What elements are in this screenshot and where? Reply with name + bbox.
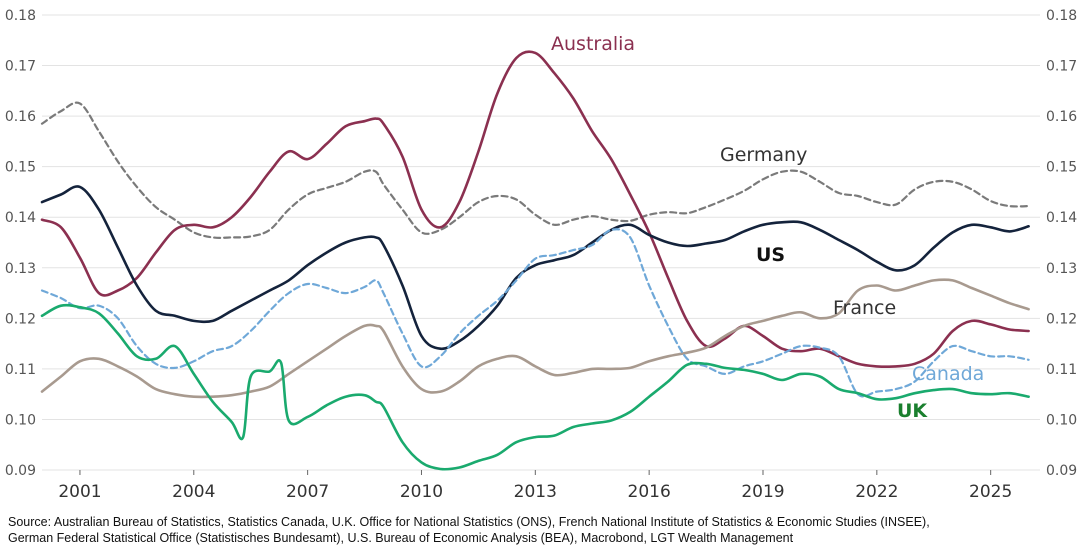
y-tick-left-2: 0.11 bbox=[5, 362, 36, 378]
line-chart: 0.09 0.10 0.11 0.12 0.13 0.14 0.15 0.16 0.17 0.18… bbox=[5, 8, 1077, 502]
x-tick-5: 2016 bbox=[628, 482, 671, 502]
series-line-canada bbox=[40, 228, 1030, 398]
y-tick-left-5: 0.14 bbox=[5, 210, 36, 226]
y-tick-left-6: 0.15 bbox=[5, 160, 36, 176]
y-tick-left-9: 0.18 bbox=[5, 8, 36, 24]
y-tick-right-9: 0.18 bbox=[1046, 8, 1077, 24]
series-label-germany: Germany bbox=[720, 144, 807, 166]
series-line-australia bbox=[40, 50, 1030, 368]
y-tick-left-1: 0.10 bbox=[5, 412, 36, 428]
y-axis-left: 0.09 0.10 0.11 0.12 0.13 0.14 0.15 0.16 0.17 0.18 bbox=[5, 8, 36, 479]
series-lines bbox=[40, 50, 1030, 471]
y-tick-right-5: 0.14 bbox=[1046, 210, 1077, 226]
x-tick-0: 2001 bbox=[58, 482, 101, 502]
x-tick-7: 2022 bbox=[855, 482, 898, 502]
y-tick-right-1: 0.10 bbox=[1046, 412, 1077, 428]
y-tick-left-4: 0.13 bbox=[5, 261, 36, 277]
y-tick-right-3: 0.12 bbox=[1046, 311, 1077, 327]
x-tick-2: 2007 bbox=[286, 482, 329, 502]
y-tick-left-8: 0.17 bbox=[5, 59, 36, 75]
series-label-australia: Australia bbox=[551, 33, 635, 55]
series-line-france bbox=[40, 278, 1030, 399]
source-line-2: German Federal Statistical Office (Stati… bbox=[8, 531, 794, 545]
series-line-uk bbox=[40, 303, 1030, 471]
y-tick-right-6: 0.15 bbox=[1046, 160, 1077, 176]
y-tick-left-7: 0.16 bbox=[5, 109, 36, 125]
series-line-germany bbox=[40, 101, 1030, 239]
series-label-uk: UK bbox=[897, 400, 928, 422]
series-label-france: France bbox=[833, 297, 896, 319]
y-tick-left-3: 0.12 bbox=[5, 311, 36, 327]
y-tick-left-0: 0.09 bbox=[5, 463, 36, 479]
source-line-1: Source: Australian Bureau of Statistics,… bbox=[8, 515, 930, 529]
y-axis-right: 0.09 0.10 0.11 0.12 0.13 0.14 0.15 0.16 0.17 0.18 bbox=[1046, 8, 1077, 479]
y-tick-right-7: 0.16 bbox=[1046, 109, 1077, 125]
series-label-canada: Canada bbox=[912, 363, 984, 385]
y-tick-right-4: 0.13 bbox=[1046, 261, 1077, 277]
y-tick-right-8: 0.17 bbox=[1046, 59, 1077, 75]
x-tick-1: 2004 bbox=[172, 482, 215, 502]
x-tick-6: 2019 bbox=[741, 482, 784, 502]
y-tick-right-0: 0.09 bbox=[1046, 463, 1077, 479]
grid-lines bbox=[42, 14, 1040, 471]
y-tick-right-2: 0.11 bbox=[1046, 362, 1077, 378]
x-tick-4: 2013 bbox=[514, 482, 557, 502]
x-tick-8: 2025 bbox=[969, 482, 1012, 502]
x-tick-3: 2010 bbox=[400, 482, 443, 502]
x-axis: 2001 2004 2007 2010 2013 2016 2019 2022 2025 bbox=[58, 470, 1012, 502]
source-note: Source: Australian Bureau of Statistics,… bbox=[8, 514, 1074, 546]
series-label-us: US bbox=[756, 244, 785, 266]
